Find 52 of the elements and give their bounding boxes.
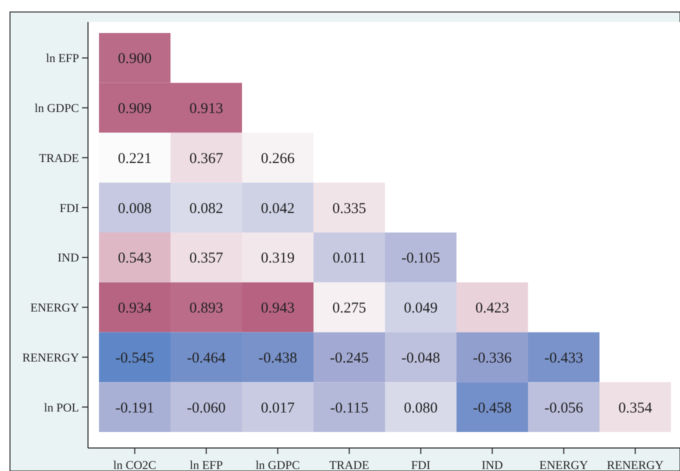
data-label: -0.115 (330, 400, 368, 416)
data-label: 0.008 (118, 200, 152, 217)
data-label: 0.900 (118, 51, 152, 68)
y-tick-label: ln POL (44, 400, 79, 414)
data-label: -0.433 (544, 350, 584, 366)
data-label: 0.266 (260, 150, 296, 167)
x-tick-label: IND (482, 458, 504, 471)
data-label: 0.354 (618, 400, 653, 416)
y-tick-label: ENERGY (30, 300, 80, 315)
data-label: -0.105 (401, 250, 440, 267)
data-label: 0.423 (475, 300, 510, 317)
data-label: 0.017 (260, 400, 296, 416)
data-label: 0.367 (189, 150, 224, 167)
data-label: 0.934 (118, 300, 152, 317)
y-tick-label: ln GDPC (34, 101, 79, 116)
data-label: -0.056 (544, 400, 584, 416)
data-label: 0.011 (332, 250, 366, 267)
data-label: 0.042 (260, 200, 295, 217)
data-label: -0.438 (258, 350, 298, 366)
data-label: 0.049 (404, 300, 438, 317)
x-tick-label: ln CO2C (113, 458, 156, 471)
data-label: 0.893 (189, 300, 224, 317)
data-label: 0.909 (118, 101, 152, 118)
data-label: -0.545 (115, 350, 154, 366)
y-tick-label: FDI (60, 200, 79, 215)
data-label: -0.336 (472, 350, 512, 366)
x-tick-label: ln EFP (190, 458, 224, 471)
x-tick-label: RENERGY (606, 458, 664, 471)
data-label: -0.464 (186, 350, 226, 366)
x-tick-label: ln GDPC (256, 458, 300, 471)
y-tick-label: TRADE (39, 150, 79, 165)
data-label: 0.275 (332, 300, 366, 317)
data-label: 0.080 (404, 400, 438, 416)
data-label: 0.357 (189, 250, 224, 267)
data-label: 0.913 (189, 101, 224, 118)
y-tick-label: RENERGY (22, 350, 80, 364)
data-label: 0.319 (260, 250, 295, 267)
data-label: 0.943 (260, 300, 295, 317)
data-label: 0.221 (118, 150, 152, 167)
data-label: 0.082 (189, 200, 224, 217)
data-label: -0.191 (115, 400, 154, 416)
data-label: -0.458 (472, 400, 512, 416)
data-label: -0.048 (401, 350, 440, 366)
x-tick-label: FDI (411, 458, 430, 471)
data-label: 0.543 (118, 250, 152, 267)
data-label: 0.335 (332, 200, 366, 217)
y-tick-label: ln EFP (46, 51, 80, 66)
y-tick-label: IND (58, 250, 80, 265)
x-tick-label: TRADE (329, 458, 370, 471)
data-label: -0.060 (186, 400, 226, 416)
data-label: -0.245 (330, 350, 369, 366)
x-tick-label: ENERGY (539, 458, 588, 471)
